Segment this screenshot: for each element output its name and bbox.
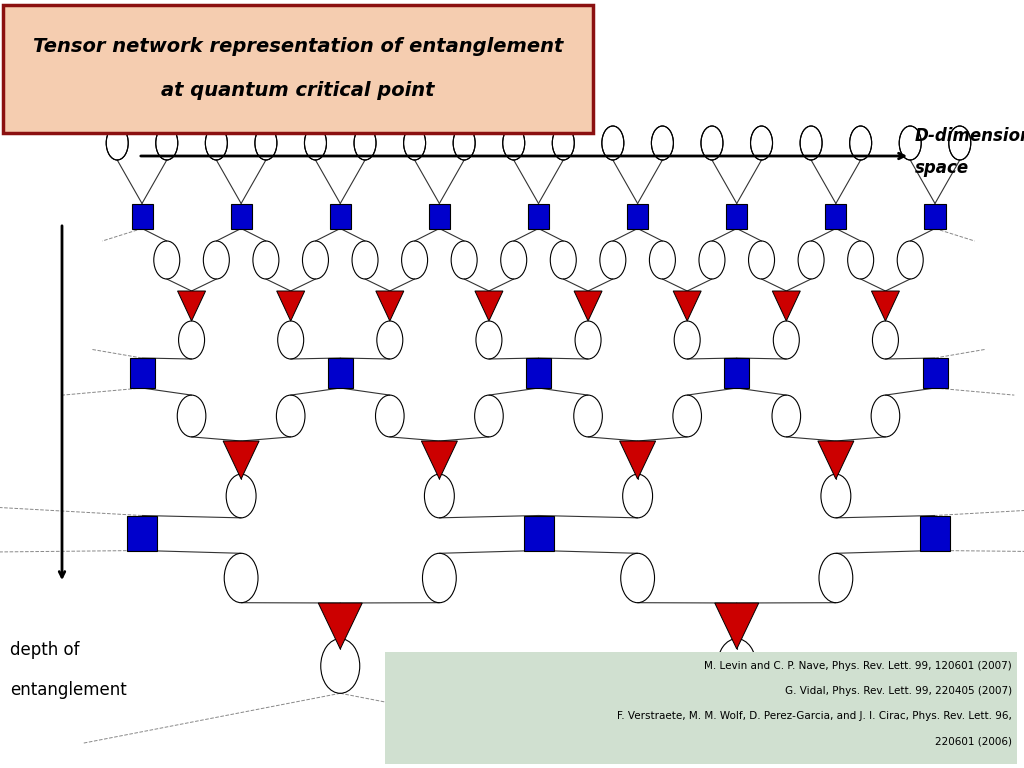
Bar [127,515,157,551]
FancyBboxPatch shape [385,652,1017,764]
Bar [925,204,945,229]
Polygon shape [772,291,801,321]
Bar [920,515,950,551]
Polygon shape [318,603,362,649]
Bar [825,204,847,229]
Text: G. Vidal, Phys. Rev. Lett. 99, 220405 (2007): G. Vidal, Phys. Rev. Lett. 99, 220405 (2… [784,686,1012,696]
Polygon shape [715,603,759,649]
Bar [726,204,748,229]
Polygon shape [620,441,655,479]
Polygon shape [818,441,854,479]
Bar [328,358,352,388]
Polygon shape [574,291,602,321]
Text: 220601 (2006): 220601 (2006) [935,736,1012,746]
Bar [230,204,252,229]
Bar [330,204,351,229]
Bar [429,204,450,229]
Polygon shape [871,291,899,321]
FancyBboxPatch shape [3,5,593,133]
Text: space: space [915,159,969,177]
Polygon shape [276,291,305,321]
Text: Tensor network representation of entanglement: Tensor network representation of entangl… [33,37,563,55]
Bar [923,358,947,388]
Bar [528,204,549,229]
Polygon shape [673,291,701,321]
Bar [724,358,750,388]
Bar [523,515,554,551]
Text: F. Verstraete, M. M. Wolf, D. Perez-Garcia, and J. I. Cirac, Phys. Rev. Lett. 96: F. Verstraete, M. M. Wolf, D. Perez-Garc… [617,711,1012,721]
Text: M. Levin and C. P. Nave, Phys. Rev. Lett. 99, 120601 (2007): M. Levin and C. P. Nave, Phys. Rev. Lett… [705,661,1012,671]
Text: D-dimensional: D-dimensional [915,127,1024,145]
Text: entanglement: entanglement [10,681,127,699]
Polygon shape [421,441,458,479]
Polygon shape [376,291,403,321]
Bar [627,204,648,229]
Bar [129,358,155,388]
Polygon shape [177,291,206,321]
Text: depth of: depth of [10,641,80,659]
Bar [526,358,551,388]
Polygon shape [475,291,503,321]
Polygon shape [223,441,259,479]
Bar [131,204,153,229]
Text: at quantum critical point: at quantum critical point [161,81,435,100]
